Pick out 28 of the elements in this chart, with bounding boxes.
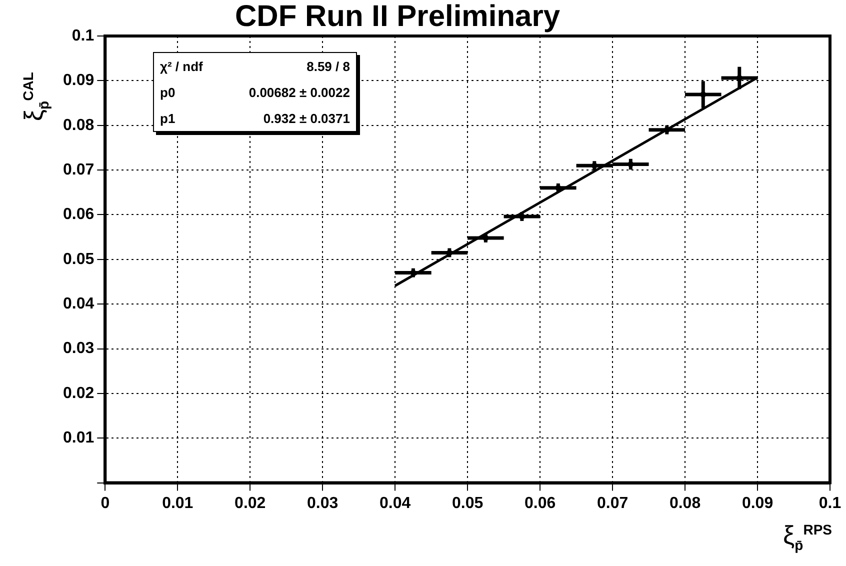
y-tick-label: 0.08	[63, 116, 94, 134]
annotation: p1	[159, 110, 176, 128]
y-tick-label: 0.01	[63, 430, 94, 447]
y-tick-label: 0.05	[63, 250, 94, 268]
y-tick-label: 0.07	[63, 161, 94, 178]
x-tick-label: 0.04	[380, 494, 411, 512]
x-tick-label: 0.06	[524, 494, 556, 512]
x-tick-label: 0	[100, 494, 110, 512]
y-tick-label: 0.06	[63, 206, 94, 224]
annotation: 0.932 ± 0.0371	[262, 110, 351, 128]
x-tick-label: 0.01	[162, 494, 194, 512]
y-tick-label: 0.09	[63, 72, 94, 90]
x-tick-label: 0.08	[669, 494, 701, 512]
y-tick-label: 0.1	[72, 27, 94, 44]
x-tick-label: 0.03	[307, 494, 338, 512]
x-tick-label: 0.02	[234, 494, 266, 512]
chart-title: CDF Run II Preliminary	[235, 0, 560, 34]
annotation: 0.00682 ± 0.0022	[248, 84, 351, 102]
x-tick-label: 0.09	[742, 494, 774, 512]
x-tick-label: 0.05	[452, 494, 484, 512]
annotation: 8.59 / 8	[306, 58, 351, 76]
annotation: p0	[159, 84, 176, 102]
y-tick-label: 0.04	[63, 295, 94, 312]
x-tick-label: 0.07	[596, 494, 628, 512]
x-tick-label: 0.1	[818, 494, 842, 512]
y-tick-label: 0.03	[63, 340, 94, 358]
annotation: χ² / ndf	[159, 58, 204, 76]
y-tick-label: 0.02	[63, 384, 94, 402]
